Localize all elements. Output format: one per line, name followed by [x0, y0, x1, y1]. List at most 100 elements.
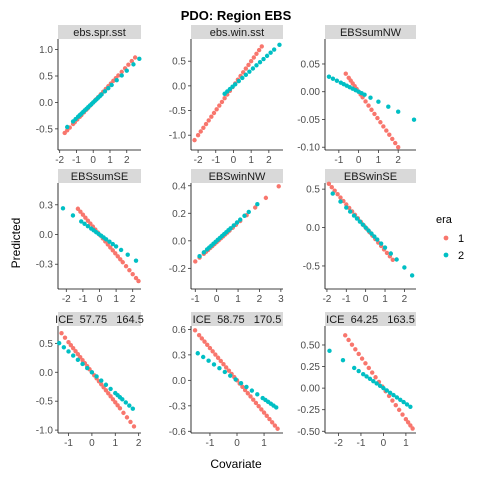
- y-tick-label: 0.4: [172, 181, 186, 192]
- data-point-era-2: [357, 219, 363, 224]
- data-point-era-2: [108, 386, 113, 392]
- y-tick-label: 0.2: [172, 209, 186, 220]
- y-tick-label: 1.0: [39, 45, 53, 56]
- data-point-era-1: [384, 250, 390, 256]
- data-point-era-2: [255, 392, 260, 397]
- data-point-era-2: [354, 216, 360, 221]
- x-tick-label: -1: [78, 294, 87, 305]
- data-point-era-2: [274, 405, 279, 410]
- data-point-era-1: [346, 337, 351, 343]
- panel-strip: [191, 169, 283, 183]
- x-tick-label: 0: [363, 294, 369, 305]
- data-point-era-1: [126, 62, 131, 67]
- data-point-era-2: [240, 75, 245, 81]
- data-point-era-2: [255, 202, 260, 207]
- data-point-era-2: [261, 56, 266, 62]
- data-point-era-2: [408, 404, 413, 409]
- data-point-era-1: [218, 358, 223, 364]
- data-point-era-2: [377, 383, 383, 388]
- data-point-era-2: [119, 73, 124, 78]
- data-point-era-2: [60, 206, 66, 211]
- panel-strip-label: ebs.win.sst: [210, 27, 264, 39]
- data-point-era-2: [369, 231, 374, 236]
- data-point-era-1: [369, 370, 375, 375]
- series-era-2: [65, 56, 142, 130]
- data-point-era-1: [206, 118, 211, 123]
- panel-strip-label: ICE 57.75 164.5: [55, 314, 144, 326]
- data-point-era-1: [129, 58, 134, 64]
- data-point-era-2: [326, 74, 332, 79]
- data-point-era-2: [71, 353, 76, 358]
- data-point-era-1: [210, 349, 215, 354]
- data-point-era-1: [251, 55, 257, 60]
- legend-key-era-2: [443, 252, 449, 258]
- data-point-era-1: [253, 400, 259, 406]
- data-point-era-1: [117, 406, 123, 411]
- data-point-era-1: [203, 121, 209, 127]
- x-tick-label: -2: [194, 155, 203, 166]
- x-tick-label: 2: [402, 294, 408, 305]
- panel-9: ICE 64.25 163.5 -2 -1 0 1 -0.50 -0.25 0.00 0.25 0…: [297, 312, 416, 449]
- data-point-era-1: [205, 342, 210, 348]
- data-point-era-2: [362, 92, 367, 97]
- data-point-era-1: [196, 332, 202, 338]
- data-point-era-2: [107, 239, 112, 244]
- data-point-era-2: [411, 117, 417, 122]
- x-tick-label: 0: [381, 438, 387, 449]
- series-era-2: [327, 348, 413, 409]
- data-point-era-2: [330, 76, 336, 81]
- data-point-era-2: [396, 109, 401, 114]
- data-point-era-2: [99, 92, 104, 97]
- data-point-era-2: [384, 388, 389, 393]
- data-point-era-2: [131, 62, 136, 67]
- data-point-era-1: [222, 96, 227, 101]
- data-point-era-2: [70, 213, 76, 218]
- data-point-era-1: [214, 107, 219, 112]
- data-point-era-2: [110, 241, 115, 247]
- series-era-1: [343, 71, 401, 150]
- data-point-era-1: [366, 365, 372, 371]
- data-point-era-2: [201, 250, 207, 255]
- y-tick-label: -0.50: [297, 427, 320, 438]
- data-point-era-1: [223, 365, 229, 370]
- data-point-era-1: [130, 271, 135, 277]
- data-point-era-1: [131, 424, 137, 429]
- data-point-era-1: [75, 206, 81, 211]
- x-tick-label: 0: [90, 155, 96, 166]
- panel-strip: [58, 312, 141, 326]
- data-point-era-2: [102, 89, 108, 94]
- data-point-era-2: [124, 68, 129, 73]
- data-point-era-1: [108, 394, 113, 399]
- data-point-era-1: [215, 355, 221, 360]
- data-point-era-2: [391, 392, 396, 398]
- data-point-era-1: [62, 335, 68, 340]
- data-point-era-2: [368, 95, 373, 100]
- x-tick-label: -2: [322, 294, 331, 305]
- data-point-era-2: [249, 388, 255, 393]
- series-era-2: [60, 206, 139, 263]
- data-point-era-2: [195, 351, 200, 356]
- data-point-era-2: [371, 378, 376, 384]
- data-point-era-1: [275, 426, 280, 431]
- data-point-era-1: [335, 191, 340, 197]
- data-point-era-1: [256, 47, 262, 53]
- y-tick-label: -1.0: [36, 426, 54, 437]
- data-point-era-2: [217, 366, 222, 371]
- data-point-era-2: [330, 191, 335, 196]
- series-era-1: [59, 330, 137, 429]
- x-tick-label: -2: [55, 155, 64, 166]
- x-tick-label: 0: [231, 155, 237, 166]
- data-point-era-1: [119, 69, 124, 75]
- data-point-era-2: [222, 369, 228, 375]
- data-point-era-1: [326, 181, 332, 186]
- x-tick-label: 2: [257, 294, 263, 305]
- x-tick-label: 2: [130, 294, 136, 305]
- panel-8: ICE 58.75 170.5 -1 0 1 -0.6 -0.3 0.0 0.3 0.6: [169, 312, 283, 449]
- data-point-era-1: [110, 248, 115, 253]
- y-tick-label: -0.6: [169, 427, 187, 438]
- data-point-era-2: [61, 345, 67, 350]
- data-point-era-2: [334, 78, 340, 83]
- data-point-era-1: [211, 110, 217, 116]
- data-point-era-1: [373, 375, 378, 380]
